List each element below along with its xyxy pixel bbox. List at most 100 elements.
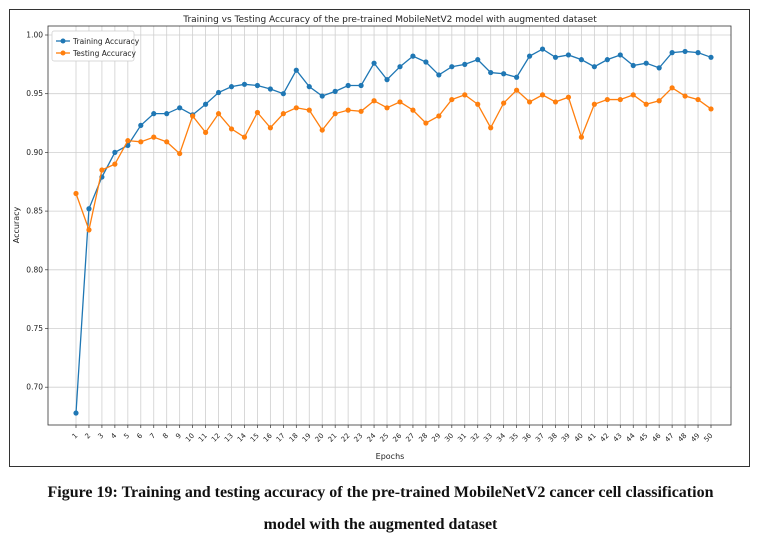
x-tick-label: 40 — [573, 432, 585, 444]
testing-accuracy-point — [436, 113, 442, 119]
testing-accuracy-point — [591, 101, 597, 107]
testing-accuracy-point — [125, 138, 131, 144]
training-accuracy-point — [241, 81, 248, 87]
testing-accuracy-point — [345, 107, 351, 113]
testing-accuracy-point — [371, 98, 377, 104]
testing-accuracy-point — [358, 108, 364, 114]
x-tick-label: 20 — [314, 432, 326, 444]
x-tick-label: 45 — [638, 432, 650, 444]
training-accuracy-line — [75, 48, 712, 414]
testing-accuracy-point — [112, 161, 118, 167]
training-accuracy-point — [682, 48, 688, 55]
y-tick-label: 0.75 — [26, 324, 43, 333]
training-accuracy-point — [552, 54, 559, 60]
x-tick-label: 29 — [430, 432, 442, 444]
x-tick-label: 16 — [262, 431, 274, 443]
x-tick-label: 4 — [109, 431, 118, 440]
y-tick-label: 0.85 — [26, 207, 43, 216]
x-tick-label: 44 — [625, 431, 637, 443]
training-accuracy-point — [410, 53, 416, 59]
training-accuracy-point — [475, 57, 481, 63]
testing-accuracy-point — [552, 99, 559, 105]
legend-testing: Testing Accuracy — [72, 49, 137, 58]
testing-accuracy-point — [630, 92, 636, 98]
training-accuracy-point — [539, 46, 546, 52]
testing-accuracy-point — [215, 111, 222, 117]
training-accuracy-point — [656, 65, 662, 71]
testing-accuracy-point — [73, 190, 79, 197]
x-tick-label: 24 — [366, 431, 378, 443]
testing-accuracy-point — [190, 113, 196, 119]
x-tick-label: 33 — [482, 432, 494, 444]
training-accuracy-point — [604, 57, 610, 63]
training-accuracy-point — [112, 149, 118, 155]
x-tick-label: 7 — [148, 432, 157, 441]
testing-accuracy-point — [669, 85, 675, 91]
x-tick-label: 50 — [702, 432, 714, 444]
training-accuracy-point — [488, 69, 494, 76]
training-accuracy-point — [708, 54, 714, 60]
x-tick-label: 19 — [301, 432, 313, 444]
y-tick-label: 0.95 — [26, 89, 43, 98]
figure-caption-line2: model with the augmented dataset — [263, 516, 498, 533]
training-accuracy-point — [202, 101, 209, 107]
testing-accuracy-point — [695, 96, 701, 103]
training-accuracy-point — [371, 60, 377, 66]
y-tick-label: 0.80 — [26, 265, 43, 274]
testing-accuracy-point — [578, 134, 585, 140]
x-tick-label: 30 — [443, 432, 455, 444]
training-accuracy-point — [254, 82, 261, 89]
training-accuracy-point — [462, 61, 468, 67]
legend-marker-testing — [60, 50, 66, 56]
training-accuracy-point — [643, 60, 649, 66]
x-tick-label: 28 — [417, 432, 429, 444]
training-accuracy-point — [436, 72, 442, 78]
training-accuracy-point — [695, 50, 701, 56]
testing-accuracy-point — [488, 125, 494, 131]
x-tick-label: 39 — [560, 432, 572, 444]
x-tick-label: 35 — [508, 432, 520, 444]
x-tick-label: 43 — [612, 432, 624, 444]
x-tick-label: 13 — [223, 432, 235, 444]
x-tick-label: 18 — [288, 432, 300, 444]
testing-accuracy-point — [617, 96, 623, 103]
x-tick-label: 2 — [84, 432, 93, 441]
x-tick-label: 15 — [249, 432, 261, 444]
training-accuracy-point — [177, 105, 183, 111]
testing-accuracy-point — [254, 109, 261, 116]
training-accuracy-point — [228, 84, 235, 90]
x-tick-label: 38 — [547, 432, 559, 444]
x-tick-label: 41 — [586, 432, 598, 444]
training-accuracy-point — [669, 50, 675, 56]
x-tick-label: 26 — [391, 431, 403, 443]
testing-accuracy-point — [462, 92, 468, 98]
training-accuracy-point — [423, 59, 429, 65]
x-tick-label: 10 — [184, 432, 196, 444]
x-axis-label: Epochs — [376, 452, 405, 461]
x-tick-label: 23 — [353, 432, 365, 444]
testing-accuracy-point — [526, 99, 533, 105]
testing-accuracy-point — [293, 105, 299, 111]
x-tick-label: 8 — [161, 432, 170, 441]
training-accuracy-point — [138, 122, 144, 128]
testing-accuracy-line — [75, 87, 712, 233]
plot-area — [47, 25, 732, 426]
training-accuracy-point — [267, 86, 273, 92]
x-tick-label: 9 — [174, 432, 183, 441]
testing-accuracy-point — [151, 134, 157, 140]
training-accuracy-point — [526, 53, 533, 59]
testing-accuracy-point — [164, 139, 170, 145]
testing-accuracy-point — [514, 87, 520, 93]
training-accuracy-point — [630, 62, 636, 69]
testing-accuracy-point — [656, 98, 662, 104]
x-tick-label: 25 — [378, 432, 390, 444]
x-tick-label: 31 — [456, 432, 468, 444]
y-tick-label: 1.00 — [26, 31, 43, 40]
testing-accuracy-point — [138, 139, 144, 145]
testing-accuracy-point — [604, 96, 610, 103]
testing-accuracy-point — [565, 94, 572, 100]
testing-accuracy-point — [501, 100, 507, 106]
training-accuracy-point — [86, 206, 92, 212]
x-tick-label: 36 — [521, 431, 533, 443]
x-tick-label: 3 — [97, 432, 106, 441]
